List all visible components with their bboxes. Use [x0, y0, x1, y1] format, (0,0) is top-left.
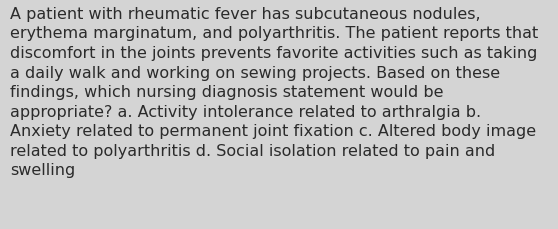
- Text: A patient with rheumatic fever has subcutaneous nodules,
erythema marginatum, an: A patient with rheumatic fever has subcu…: [10, 7, 538, 178]
